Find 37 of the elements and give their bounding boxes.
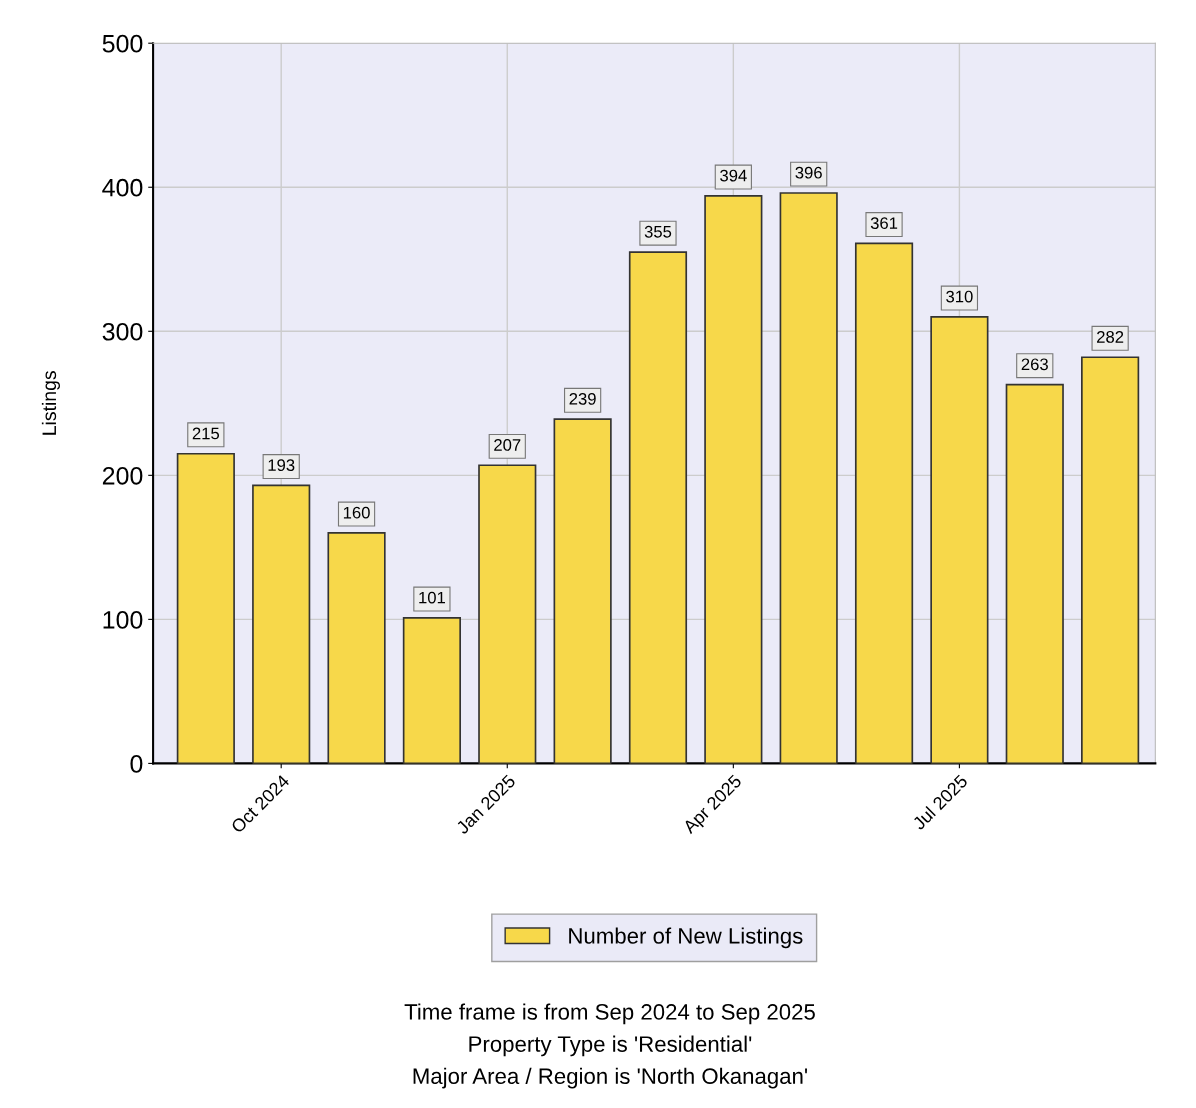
y-tick-label: 200	[102, 466, 143, 485]
text: Property Type is 'Residential'	[469, 1035, 752, 1057]
bar	[930, 316, 989, 764]
bar	[779, 192, 838, 764]
data-label: 282	[1097, 331, 1124, 343]
bar	[327, 532, 386, 764]
data-label: 396	[795, 166, 822, 179]
y-tick-label: 300	[102, 322, 143, 341]
bar	[478, 464, 537, 764]
data-label: 160	[343, 506, 370, 519]
bar	[628, 251, 688, 764]
y-tick-label: 100	[103, 610, 143, 629]
bar	[854, 242, 914, 764]
data-label: 361	[870, 217, 898, 230]
legend-label: Number of New Listings	[569, 927, 803, 949]
data-label: 193	[268, 459, 295, 472]
data-label: 215	[192, 427, 220, 440]
data-label: 263	[1021, 358, 1048, 371]
bar	[252, 484, 311, 764]
bar	[704, 195, 763, 764]
y-axis-title: Listings	[41, 371, 60, 435]
text: Major Area / Region is 'North Okanagan'	[413, 1067, 808, 1089]
y-tick-label: 500	[102, 34, 143, 53]
data-label: 355	[644, 225, 672, 238]
data-label: 207	[494, 439, 521, 451]
data-label: 101	[419, 591, 445, 604]
text: Time frame is from Sep 2024 to Sep 2025	[404, 1003, 815, 1025]
y-tick-label: 400	[102, 178, 143, 197]
bar	[402, 617, 462, 764]
data-label: 310	[946, 290, 973, 303]
bar	[553, 418, 612, 764]
bar	[176, 452, 235, 764]
data-label: 239	[569, 392, 596, 405]
data-label: 394	[720, 169, 747, 182]
y-tick-label: 0	[130, 755, 143, 773]
bar	[1005, 383, 1064, 764]
bar	[1081, 356, 1140, 764]
